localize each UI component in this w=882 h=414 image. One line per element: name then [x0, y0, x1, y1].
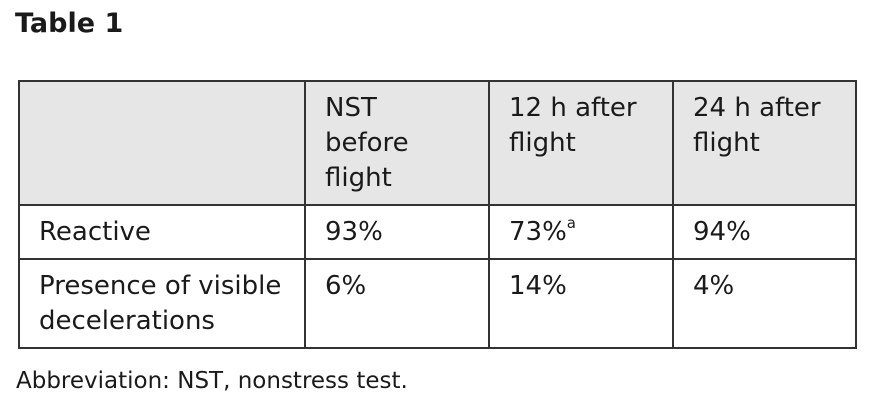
header-cell: 12 h after flight: [488, 80, 674, 206]
row-label: Reactive: [18, 204, 306, 260]
cell: 73%a: [488, 204, 674, 260]
cell: 14%: [488, 258, 674, 349]
table-header: NST before flight 12 h after flight 24 h…: [18, 80, 857, 206]
header-row: NST before flight 12 h after flight 24 h…: [18, 80, 857, 206]
header-cell: [18, 80, 306, 206]
footnote-marker: a: [566, 214, 576, 232]
table-title: Table 1: [15, 8, 124, 39]
cell-text: 73%: [509, 217, 567, 247]
data-table: NST before flight 12 h after flight 24 h…: [18, 80, 857, 349]
table-body: Reactive 93% 73%a 94% Presence of visibl…: [18, 204, 857, 349]
cell: 4%: [672, 258, 857, 349]
header-cell: NST before flight: [304, 80, 490, 206]
table-row: Reactive 93% 73%a 94%: [18, 204, 857, 260]
cell: 93%: [304, 204, 490, 260]
row-label: Presence of visible decelerations: [18, 258, 306, 349]
footnote: Abbreviation: NST, nonstress test.: [16, 368, 408, 394]
table-row: Presence of visible decelerations 6% 14%…: [18, 258, 857, 349]
cell: 94%: [672, 204, 857, 260]
cell: 6%: [304, 258, 490, 349]
header-cell: 24 h after flight: [672, 80, 857, 206]
